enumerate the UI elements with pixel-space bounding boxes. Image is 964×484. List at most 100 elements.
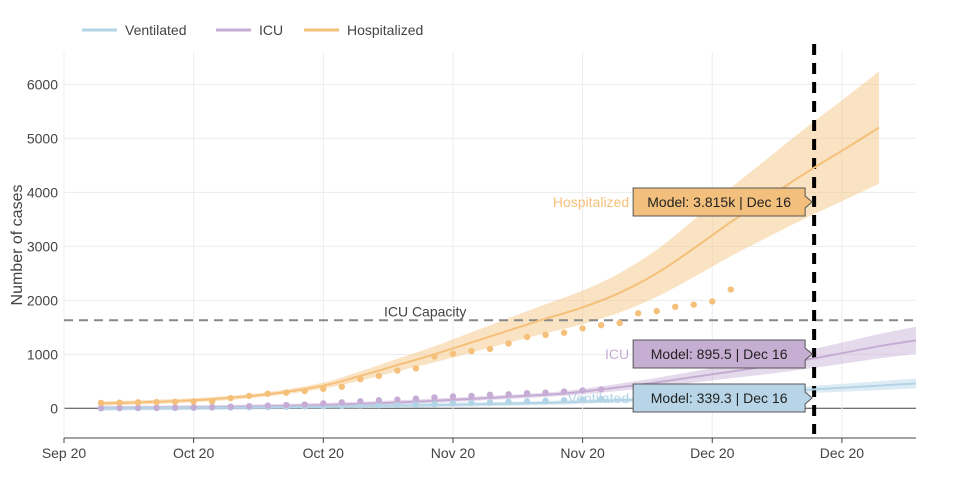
icu-observed-point [134,404,142,411]
y-tick-label: 1000 [27,346,58,362]
icu-observed-point [412,395,420,402]
icu-tooltip-box [632,339,813,369]
ventilated-observed-point [597,395,605,403]
icu-observed-point [208,403,216,411]
icu-observed-point [227,403,234,410]
icu-observed-point [264,402,271,409]
hospitalized-observed-point [486,345,494,353]
ventilated-observed-point [505,398,512,406]
legend-label-ventilated: Ventilated [125,22,187,38]
icu-observed-point [171,404,179,411]
hospitalized-observed-point [709,298,716,305]
ventilated-observed-point [579,396,586,403]
ventilated-tooltip-box [632,383,813,413]
legend-item-icu[interactable]: ICU [216,22,283,38]
legend-item-hospitalized[interactable]: Hospitalized [304,22,423,38]
grid [63,52,916,438]
icu-capacity-label: ICU Capacity [384,303,466,319]
observed-points [97,286,734,412]
hospitalized-observed-point [320,385,327,393]
hospitalized-observed-point [690,301,697,308]
y-tick-label: 0 [50,400,58,416]
y-tick-label: 4000 [27,184,58,200]
hospitalized-tooltip-text: Model: 3.815k | Dec 16 [647,194,791,210]
ventilated-observed-point [523,398,531,405]
hospitalized-tooltip-box [632,187,813,217]
ventilated-observed-point [412,401,420,408]
ventilated-observed-point [542,397,549,404]
icu-observed-point [560,388,568,395]
hospitalized-observed-point [227,394,234,402]
icu-observed-point [338,399,346,406]
icu-series-label: ICU [605,346,629,362]
legend-label-icu: ICU [259,22,283,38]
hospitalized-observed-point [449,350,457,357]
ventilated-observed-point [560,397,568,404]
axes: 0 1000 2000 3000 4000 5000 6000 Sep 20 Oct 20 Oct… [9,76,916,461]
icu-observed-point [190,404,197,411]
icu-observed-point [394,396,401,403]
hospitalized-observed-point [523,333,531,341]
hospitalized-observed-point [171,398,179,406]
hospitalized-observed-point [634,310,642,317]
x-tick-label: Oct 20 [303,445,344,461]
hospitalized-observed-point [246,392,253,400]
hospitalized-observed-point [338,383,346,390]
hospitalized-observed-point [727,286,734,293]
hospitalized-tooltip: Model: 3.815k | Dec 16 Hospitalized [553,187,813,217]
ventilated-observed-point [431,400,438,408]
hospitalized-observed-point [264,390,271,397]
icu-observed-point [542,389,549,396]
tooltips: Model: 3.815k | Dec 16HospitalizedModel:… [553,187,813,413]
hospitalized-observed-point [153,398,160,406]
icu-observed-point [97,404,105,412]
hospitalized-observed-point [579,325,586,332]
hospitalized-observed-point [394,367,401,374]
hospitalized-observed-point [468,347,475,355]
y-tick-label: 2000 [27,292,58,308]
y-tick-label: 3000 [27,238,58,254]
ventilated-tooltip-text: Model: 339.3 | Dec 16 [651,390,788,406]
hospitalized-observed-point [283,389,290,396]
icu-observed-point [283,401,290,409]
x-tick-label: Dec 20 [690,445,735,461]
hospitalized-observed-point [560,329,568,336]
icu-observed-point [301,401,308,408]
hospitalized-observed-point [412,365,420,372]
hospitalized-observed-point [616,319,623,327]
ventilated-observed-point [468,399,475,407]
hospitalized-observed-point [505,340,512,347]
hospitalized-observed-point [672,303,679,311]
icu-observed-point [116,404,123,412]
ventilated-model-line [100,382,917,410]
y-axis-title: Number of cases [9,185,26,306]
x-tick-label: Oct 20 [173,445,214,461]
hospitalized-observed-point [301,387,308,395]
icu-observed-point [431,394,438,401]
x-tick-label: Dec 20 [820,445,865,461]
icu-observed-point [375,397,383,404]
icu-observed-point [505,391,512,398]
ventilated-observed-point [375,401,383,409]
hospitalized-series-label: Hospitalized [553,194,629,210]
icu-observed-point [597,386,605,393]
legend[interactable]: Ventilated ICU Hospitalized [82,22,423,38]
hospitalized-observed-point [653,307,660,315]
hospitalized-observed-point [208,398,216,405]
hospitalized-band [101,71,879,406]
icu-observed-point [320,400,327,407]
icu-observed-point [357,398,364,405]
x-tick-label: Nov 20 [560,445,605,461]
ventilated-observed-point [394,401,401,408]
icu-observed-point [449,393,457,400]
legend-label-hospitalized: Hospitalized [347,22,423,38]
icu-observed-point [246,402,253,410]
icu-observed-point [523,389,531,397]
hospitalized-observed-point [431,353,438,360]
icu-observed-point [486,391,494,399]
icu-observed-point [579,387,586,394]
hospitalized-observed-point [375,372,383,380]
hospitalized-observed-point [190,398,197,405]
legend-item-ventilated[interactable]: Ventilated [82,22,187,38]
